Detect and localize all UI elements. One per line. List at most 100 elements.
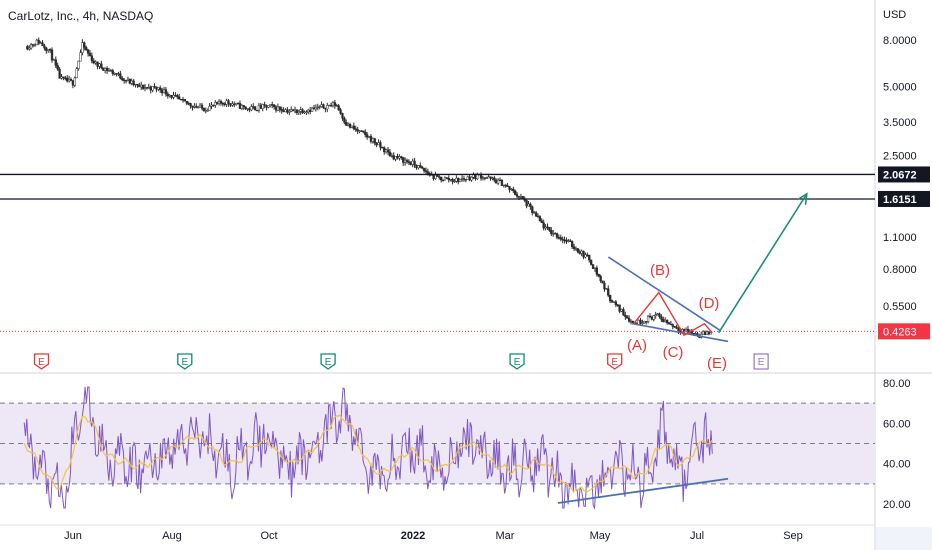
candle-body[interactable]	[683, 329, 686, 332]
candle-body[interactable]	[542, 222, 545, 229]
earnings-marker[interactable]	[509, 353, 525, 370]
candle-body[interactable]	[223, 103, 226, 105]
candle-body[interactable]	[392, 155, 395, 160]
candle-body[interactable]	[702, 331, 705, 335]
candle-body[interactable]	[255, 109, 259, 112]
candle-body[interactable]	[493, 177, 496, 181]
candle-body[interactable]	[240, 105, 243, 109]
candle-body[interactable]	[616, 304, 619, 306]
candle-body[interactable]	[612, 301, 616, 303]
candle-body[interactable]	[460, 178, 464, 180]
candle-body[interactable]	[140, 84, 143, 88]
candle-body[interactable]	[77, 60, 80, 70]
candle-body[interactable]	[216, 102, 219, 104]
candle-body[interactable]	[709, 332, 712, 335]
candle-body[interactable]	[383, 147, 386, 153]
wave-path[interactable]	[633, 291, 713, 337]
candle-body[interactable]	[510, 188, 513, 191]
candle-body[interactable]	[572, 246, 576, 249]
candle-body[interactable]	[85, 47, 88, 51]
candle-body[interactable]	[707, 331, 710, 335]
candle-body[interactable]	[504, 184, 507, 187]
candle-body[interactable]	[109, 70, 113, 72]
candle-body[interactable]	[320, 104, 323, 107]
candle-body[interactable]	[200, 104, 204, 109]
candle-body[interactable]	[174, 95, 177, 97]
candle-body[interactable]	[514, 190, 517, 195]
candle-body[interactable]	[162, 89, 166, 94]
candle-body[interactable]	[229, 103, 232, 106]
candle-body[interactable]	[286, 109, 289, 113]
candle-body[interactable]	[645, 321, 648, 323]
candle-body[interactable]	[183, 99, 187, 102]
candle-body[interactable]	[244, 106, 247, 110]
candle-body[interactable]	[138, 84, 141, 88]
candle-body[interactable]	[37, 39, 40, 44]
candle-body[interactable]	[643, 321, 646, 324]
candle-body[interactable]	[166, 93, 169, 97]
candle-body[interactable]	[250, 106, 253, 111]
candle-body[interactable]	[132, 80, 135, 86]
candle-body[interactable]	[603, 282, 606, 290]
candle-body[interactable]	[75, 68, 78, 79]
candle-body[interactable]	[457, 177, 460, 183]
candle-body[interactable]	[390, 155, 393, 157]
candle-body[interactable]	[231, 103, 234, 106]
candle-body[interactable]	[274, 106, 278, 111]
candle-body[interactable]	[470, 177, 473, 181]
candle-body[interactable]	[557, 237, 561, 239]
candle-body[interactable]	[515, 194, 519, 197]
candle-body[interactable]	[411, 160, 414, 165]
candle-body[interactable]	[316, 106, 319, 109]
candle-body[interactable]	[191, 105, 194, 108]
candle-body[interactable]	[352, 125, 356, 129]
candle-body[interactable]	[662, 319, 665, 323]
candle-body[interactable]	[517, 196, 521, 198]
candle-body[interactable]	[665, 320, 669, 323]
candle-body[interactable]	[153, 85, 156, 88]
candle-body[interactable]	[197, 106, 200, 109]
candle-body[interactable]	[67, 79, 71, 82]
candle-body[interactable]	[111, 70, 114, 74]
candle-body[interactable]	[422, 167, 426, 171]
candle-body[interactable]	[445, 177, 449, 179]
candle-body[interactable]	[295, 109, 299, 114]
candle-body[interactable]	[221, 103, 225, 105]
candle-body[interactable]	[310, 107, 314, 112]
candle-body[interactable]	[280, 109, 283, 111]
candle-body[interactable]	[271, 104, 274, 106]
candle-body[interactable]	[432, 174, 435, 179]
candle-body[interactable]	[60, 76, 63, 79]
candle-body[interactable]	[62, 76, 65, 79]
candle-body[interactable]	[538, 216, 542, 221]
candle-body[interactable]	[238, 103, 242, 109]
candle-body[interactable]	[438, 176, 441, 178]
candle-body[interactable]	[381, 147, 384, 149]
candle-body[interactable]	[157, 87, 160, 90]
candle-body[interactable]	[307, 109, 310, 113]
candle-body[interactable]	[210, 104, 213, 107]
candle-body[interactable]	[297, 111, 300, 114]
candle-body[interactable]	[333, 102, 337, 106]
earnings-marker[interactable]	[607, 353, 623, 370]
candle-body[interactable]	[641, 322, 644, 324]
candle-body[interactable]	[176, 95, 179, 98]
candle-body[interactable]	[41, 42, 44, 47]
candle-body[interactable]	[631, 321, 635, 323]
candle-body[interactable]	[48, 49, 52, 51]
candle-body[interactable]	[141, 84, 145, 89]
candle-body[interactable]	[318, 106, 321, 108]
candle-body[interactable]	[179, 98, 183, 101]
candle-body[interactable]	[214, 102, 217, 106]
candle-body[interactable]	[303, 111, 306, 114]
candle-body[interactable]	[202, 107, 206, 112]
candle-body[interactable]	[421, 166, 424, 169]
candle-body[interactable]	[66, 77, 69, 82]
candle-body[interactable]	[561, 238, 564, 241]
candle-body[interactable]	[664, 320, 667, 323]
candle-body[interactable]	[692, 332, 695, 335]
candle-body[interactable]	[160, 89, 164, 94]
candle-body[interactable]	[424, 170, 428, 172]
earnings-marker[interactable]	[753, 353, 769, 370]
